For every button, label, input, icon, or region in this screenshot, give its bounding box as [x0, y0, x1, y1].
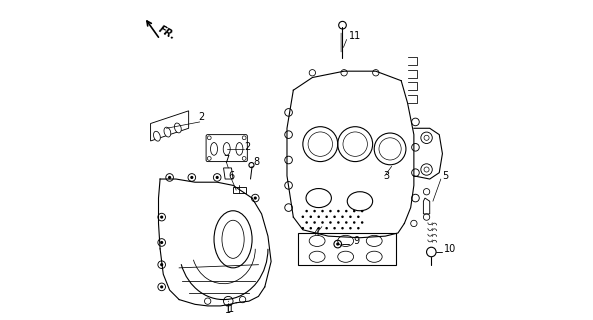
Circle shape — [337, 221, 340, 224]
Circle shape — [305, 221, 308, 224]
Text: 9: 9 — [353, 236, 360, 246]
Text: 2: 2 — [244, 142, 250, 153]
Text: 4: 4 — [314, 228, 320, 238]
Circle shape — [160, 241, 163, 244]
Ellipse shape — [211, 142, 218, 155]
Circle shape — [337, 210, 340, 212]
Text: 6: 6 — [228, 171, 235, 181]
Circle shape — [168, 176, 171, 179]
Circle shape — [160, 263, 163, 266]
Circle shape — [333, 215, 336, 218]
Circle shape — [302, 227, 304, 229]
Circle shape — [353, 221, 355, 224]
Circle shape — [160, 285, 163, 288]
Bar — [298, 233, 397, 265]
Circle shape — [357, 227, 359, 229]
Text: 1: 1 — [225, 305, 231, 315]
Circle shape — [349, 227, 352, 229]
Circle shape — [349, 215, 352, 218]
Ellipse shape — [164, 127, 171, 137]
Circle shape — [254, 196, 257, 200]
Circle shape — [336, 243, 339, 246]
Circle shape — [321, 221, 324, 224]
Circle shape — [190, 176, 193, 179]
Circle shape — [310, 215, 312, 218]
Circle shape — [321, 210, 324, 212]
Circle shape — [329, 221, 331, 224]
Text: 5: 5 — [442, 171, 449, 181]
Text: 2: 2 — [198, 112, 205, 122]
Circle shape — [305, 210, 308, 212]
Circle shape — [317, 215, 320, 218]
Circle shape — [361, 221, 364, 224]
Text: 1: 1 — [228, 301, 234, 314]
Circle shape — [357, 215, 359, 218]
Text: 11: 11 — [349, 31, 361, 42]
Circle shape — [333, 227, 336, 229]
Circle shape — [345, 210, 347, 212]
Circle shape — [326, 215, 328, 218]
Circle shape — [361, 210, 364, 212]
Text: 10: 10 — [444, 244, 456, 254]
Circle shape — [353, 210, 355, 212]
Text: FR.: FR. — [157, 24, 177, 42]
Ellipse shape — [174, 123, 181, 133]
Ellipse shape — [223, 142, 230, 155]
Circle shape — [302, 215, 304, 218]
Circle shape — [313, 221, 316, 224]
Circle shape — [216, 176, 219, 179]
Circle shape — [313, 210, 316, 212]
Circle shape — [310, 227, 312, 229]
Circle shape — [329, 210, 331, 212]
Circle shape — [345, 221, 347, 224]
Text: 8: 8 — [254, 157, 260, 167]
Circle shape — [160, 215, 163, 219]
Circle shape — [317, 227, 320, 229]
Circle shape — [341, 227, 344, 229]
Circle shape — [326, 227, 328, 229]
Text: 7: 7 — [224, 155, 230, 165]
Text: 3: 3 — [384, 171, 390, 181]
Ellipse shape — [154, 131, 160, 141]
Circle shape — [341, 215, 344, 218]
Ellipse shape — [236, 142, 243, 155]
